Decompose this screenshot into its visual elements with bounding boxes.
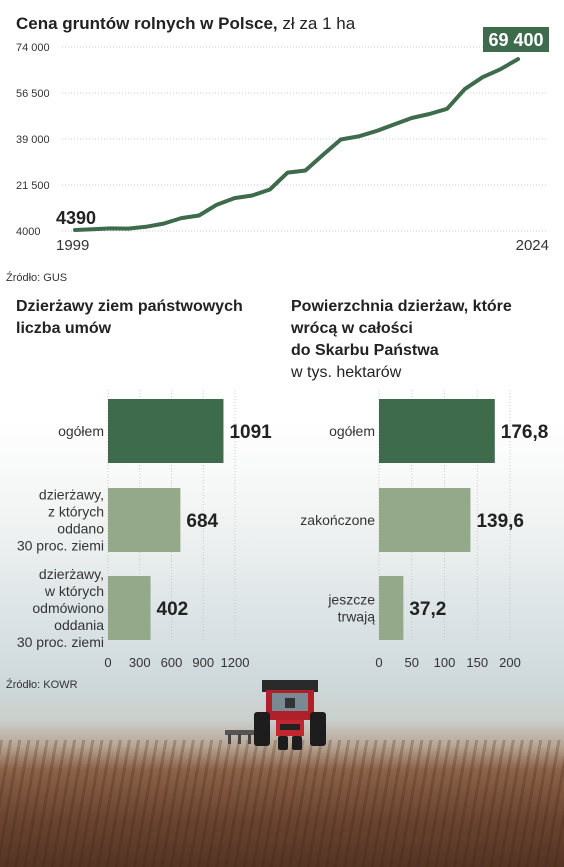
left-title-line-2: liczba umów xyxy=(16,320,112,337)
line-chart-title: Cena gruntów rolnych w Polsce, zł za 1 h… xyxy=(16,14,356,33)
bar-category-label: zakończone xyxy=(300,512,375,528)
bar-category-label: dzierżawy, xyxy=(39,487,104,503)
right-bar-chart-title: Powierzchnia dzierżaw, które wrócą w cał… xyxy=(291,296,512,384)
bar-value-label: 402 xyxy=(157,599,189,620)
bar xyxy=(379,399,495,463)
line-end-label-box xyxy=(483,27,549,52)
bar-category-label: odmówiono xyxy=(32,600,104,616)
line-xtick-start: 1999 xyxy=(56,237,89,254)
bar xyxy=(379,576,404,640)
bar-xtick-label: 0 xyxy=(375,655,382,670)
right-title-line-3: do Skarbu Państwa xyxy=(291,342,439,359)
bar-xtick-label: 50 xyxy=(405,655,419,670)
right-bar-chart: 176,8 ogółem 139,6 zakończone 37,2 jeszczetrw… xyxy=(300,390,549,670)
bar-category-label: w których xyxy=(44,583,104,599)
bar-value-label: 37,2 xyxy=(409,599,446,620)
bar-category-label: ogółem xyxy=(329,423,375,439)
left-bar-chart-title: Dzierżawy ziem państwowych liczba umów xyxy=(16,296,243,340)
bar-xtick-label: 900 xyxy=(192,655,214,670)
right-title-line-2: wrócą w całości xyxy=(291,320,413,337)
bar-category-label: 30 proc. ziemi xyxy=(17,538,104,554)
bar-xtick-label: 300 xyxy=(129,655,151,670)
left-bar-chart-source: Źródło: KOWR xyxy=(6,679,78,691)
bar-value-label: 1091 xyxy=(229,422,272,443)
bar-category-label: dzierżawy, xyxy=(39,566,104,582)
bar-value-label: 176,8 xyxy=(501,422,549,443)
line-ytick-label: 39 000 xyxy=(16,134,50,146)
line-start-label: 4390 xyxy=(56,208,96,228)
left-title-line-1: Dzierżawy ziem państwowych xyxy=(16,298,243,315)
line-ytick-label: 4000 xyxy=(16,226,40,238)
line-chart-subtitle: zł za 1 ha xyxy=(282,14,356,33)
bar-xtick-label: 150 xyxy=(466,655,488,670)
bar-category-label: oddano xyxy=(57,521,104,537)
line-ytick-label: 56 500 xyxy=(16,88,50,100)
bar-value-label: 684 xyxy=(186,511,218,532)
bar-xtick-label: 600 xyxy=(161,655,183,670)
right-title-line-1: Powierzchnia dzierżaw, które xyxy=(291,298,512,315)
bar-xtick-label: 100 xyxy=(434,655,456,670)
bar-xtick-label: 1200 xyxy=(221,655,250,670)
bar xyxy=(108,399,224,463)
bar xyxy=(108,576,151,640)
line-series xyxy=(73,57,520,232)
bar-category-label: trwają xyxy=(338,609,376,625)
right-subtitle: w tys. hektarów xyxy=(291,364,402,381)
line-chart-source: Źródło: GUS xyxy=(6,272,68,284)
tractor-icon xyxy=(225,680,326,750)
bar xyxy=(108,488,181,552)
line-xtick-end: 2024 xyxy=(516,237,549,254)
bar-category-label: oddania xyxy=(54,617,104,633)
bar-xtick-label: 0 xyxy=(104,655,111,670)
bar-category-label: jeszcze xyxy=(327,592,375,608)
line-ytick-label: 74 000 xyxy=(16,42,50,54)
line-end-label: 69 400 xyxy=(483,27,549,52)
bar xyxy=(379,488,471,552)
bar-category-label: 30 proc. ziemi xyxy=(17,634,104,650)
bar-category-label: ogółem xyxy=(58,423,104,439)
line-chart: 74 000 56 500 39 000 21 500 4000 1999 2024 4390… xyxy=(16,27,549,254)
tractor-photo xyxy=(225,680,326,750)
bar-category-label: z których xyxy=(48,504,104,520)
line-ytick-label: 21 500 xyxy=(16,180,50,192)
bar-xtick-label: 200 xyxy=(499,655,521,670)
field-background xyxy=(0,740,564,867)
line-end-label-text: 69 400 xyxy=(488,30,543,50)
bar-value-label: 139,6 xyxy=(476,511,524,532)
